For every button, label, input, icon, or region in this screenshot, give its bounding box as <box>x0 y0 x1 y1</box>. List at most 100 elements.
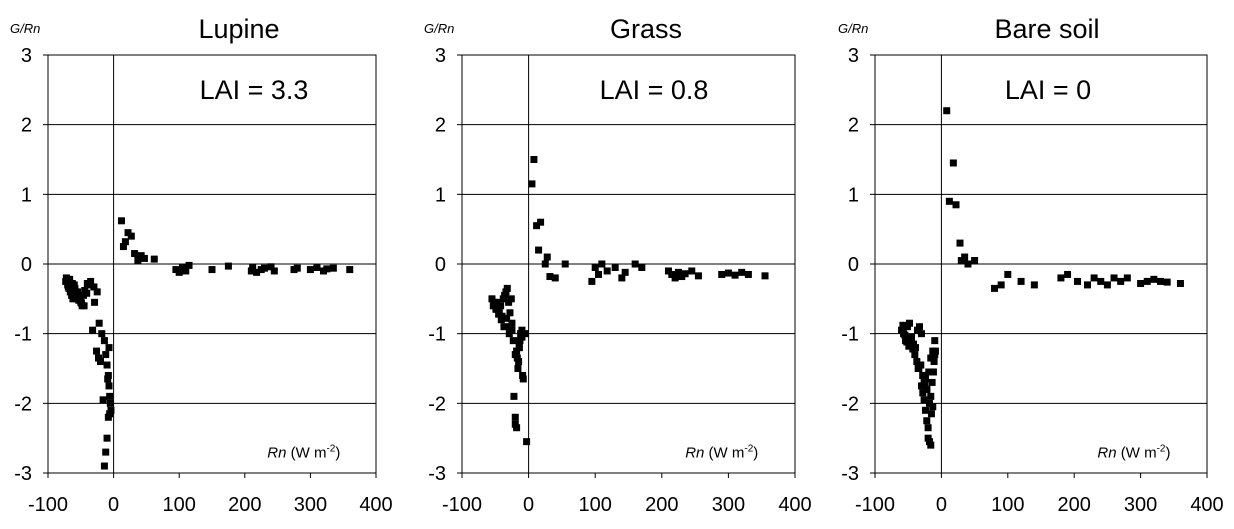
data-point <box>495 310 503 318</box>
data-point <box>1017 277 1025 285</box>
data-point <box>905 342 913 350</box>
data-point <box>70 289 78 297</box>
data-point <box>1057 274 1065 282</box>
data-point <box>920 396 928 404</box>
data-point <box>131 250 139 258</box>
data-point <box>140 254 148 262</box>
data-point <box>515 344 523 352</box>
data-point <box>927 441 935 449</box>
data-point <box>731 271 739 279</box>
data-point <box>100 462 108 470</box>
data-point <box>102 448 110 456</box>
y-tick-label: 2 <box>21 115 32 137</box>
data-point <box>961 253 969 261</box>
data-point <box>535 246 543 254</box>
x-tick-label: 0 <box>523 494 534 516</box>
data-point <box>1123 274 1131 282</box>
x-tick-label: 300 <box>294 494 327 516</box>
data-point <box>694 272 702 280</box>
data-point <box>93 288 101 296</box>
data-point <box>106 399 114 407</box>
data-point <box>260 264 268 272</box>
data-point <box>1143 277 1151 285</box>
data-point <box>98 330 106 338</box>
chart-title: Lupine <box>198 14 279 44</box>
data-point <box>761 272 769 280</box>
data-point <box>150 255 158 263</box>
data-point <box>511 413 519 421</box>
data-point <box>96 358 104 366</box>
data-point <box>497 316 505 324</box>
data-point <box>80 302 88 310</box>
data-point <box>105 382 113 390</box>
x-tick-label: 200 <box>228 494 261 516</box>
data-point <box>519 375 527 383</box>
data-point <box>603 267 611 275</box>
y-tick-label: 1 <box>21 184 32 206</box>
data-point <box>671 274 679 282</box>
data-point <box>528 180 536 188</box>
data-point <box>588 277 596 285</box>
data-point <box>899 321 907 329</box>
x-tick-label: 100 <box>163 494 196 516</box>
data-point <box>208 266 216 274</box>
x-tick-label: 0 <box>108 494 119 516</box>
data-point <box>916 361 924 369</box>
data-point <box>533 222 541 230</box>
data-point <box>945 197 953 205</box>
x-tick-label: 300 <box>712 494 745 516</box>
x-tick-label: 0 <box>936 494 947 516</box>
data-point <box>514 365 522 372</box>
data-point <box>924 424 932 432</box>
x-tick-label: -100 <box>442 494 482 516</box>
x-axis-label: Rn (W m-2) <box>267 444 340 462</box>
data-point <box>631 260 639 268</box>
x-tick-label: 100 <box>991 494 1024 516</box>
data-point <box>509 337 517 345</box>
data-point <box>1150 275 1158 283</box>
data-point <box>929 368 937 376</box>
data-point <box>134 257 142 265</box>
data-point <box>541 260 549 268</box>
chart-title: Bare soil <box>994 14 1099 44</box>
data-point <box>901 331 909 339</box>
data-point <box>1090 274 1098 282</box>
data-point <box>249 263 257 271</box>
data-point <box>943 107 951 115</box>
data-point <box>923 385 931 393</box>
data-point <box>1157 277 1165 285</box>
data-point <box>500 323 508 331</box>
data-point <box>530 156 538 163</box>
y-tick-label: -3 <box>841 463 859 485</box>
data-point <box>964 260 972 268</box>
data-point <box>267 263 275 271</box>
data-point <box>915 323 923 331</box>
data-point <box>117 217 125 225</box>
y-tick-label: -2 <box>428 393 446 415</box>
data-point <box>507 295 515 303</box>
data-point <box>492 305 500 313</box>
data-point <box>621 268 629 276</box>
data-point <box>561 260 569 268</box>
data-point <box>506 309 514 317</box>
data-point <box>718 270 726 278</box>
data-point <box>323 265 331 273</box>
data-point <box>546 273 554 281</box>
x-axis-label: Rn (W m-2) <box>1097 444 1170 462</box>
data-point <box>911 351 919 359</box>
data-point <box>68 280 76 288</box>
data-point <box>185 261 193 269</box>
y-axis-label: G/Rn <box>10 21 40 36</box>
data-point <box>523 438 531 446</box>
data-point <box>497 302 505 310</box>
x-tick-label: 300 <box>1124 494 1157 516</box>
data-point <box>104 413 112 421</box>
chart-panel-0: -3 -2 -1 0 1 2 3 -100 0 100 200 300 400 Lupine LAI = 3… <box>10 14 393 516</box>
y-tick-label: 0 <box>435 254 446 276</box>
data-point <box>121 238 129 246</box>
data-point <box>909 345 917 353</box>
data-point <box>598 260 606 268</box>
data-point <box>93 347 101 355</box>
data-point <box>89 326 97 334</box>
data-point <box>102 351 110 359</box>
